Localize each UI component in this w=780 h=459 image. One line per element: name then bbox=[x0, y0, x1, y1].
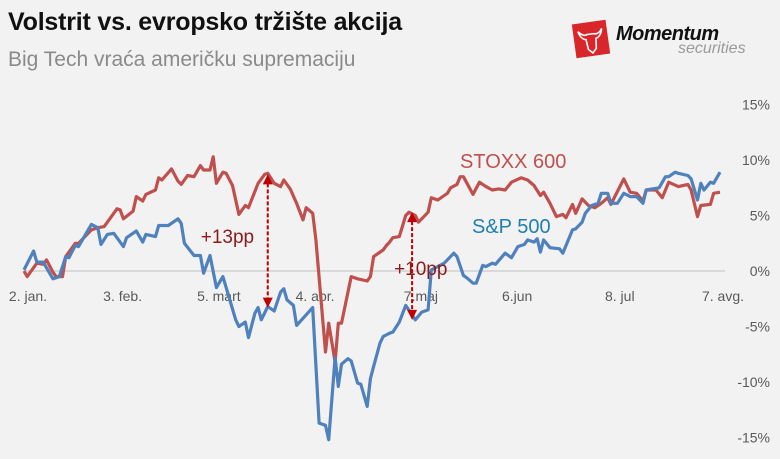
y-tick-label: -10% bbox=[737, 374, 770, 390]
gap-annotation-label: +13pp bbox=[201, 227, 254, 248]
y-tick-label: 10% bbox=[742, 152, 770, 168]
x-tick-label: 5. mart bbox=[197, 288, 241, 304]
x-tick-label: 2. jan. bbox=[9, 288, 47, 304]
y-tick-label: 15% bbox=[742, 97, 770, 113]
chart-title: Volstrit vs. evropsko tržište akcija bbox=[8, 8, 402, 36]
y-tick-label: -15% bbox=[737, 430, 770, 446]
y-tick-label: -5% bbox=[745, 319, 770, 335]
bull-head-icon bbox=[571, 19, 611, 59]
logo-name: Momentum bbox=[616, 23, 719, 45]
y-tick-label: 5% bbox=[750, 208, 770, 224]
momentum-logo: Momentum securities bbox=[571, 19, 754, 62]
series-label-stoxx: STOXX 600 bbox=[460, 151, 566, 173]
sp-500-line bbox=[22, 170, 722, 442]
chart-subtitle: Big Tech vraća američku supremaciju bbox=[8, 48, 356, 71]
series-label-sp500: S&P 500 bbox=[472, 216, 551, 238]
arrow-up-icon bbox=[407, 212, 418, 223]
x-tick-label: 7.maj bbox=[404, 288, 438, 304]
stoxx-600-line bbox=[22, 155, 721, 364]
x-tick-label: 8. jul bbox=[605, 288, 635, 304]
x-tick-label: 7. avg. bbox=[702, 288, 744, 304]
arrow-up-icon bbox=[262, 174, 273, 185]
arrow-down-icon bbox=[262, 297, 273, 308]
logo-sub: securities bbox=[678, 40, 746, 57]
arrow-down-icon bbox=[407, 309, 418, 320]
y-tick-label: 0% bbox=[750, 263, 770, 279]
x-tick-label: 3. feb. bbox=[103, 288, 142, 304]
x-tick-label: 4. apr. bbox=[296, 288, 335, 304]
x-tick-label: 6.jun bbox=[502, 288, 532, 304]
gap-annotation-label: +10pp bbox=[394, 259, 447, 280]
